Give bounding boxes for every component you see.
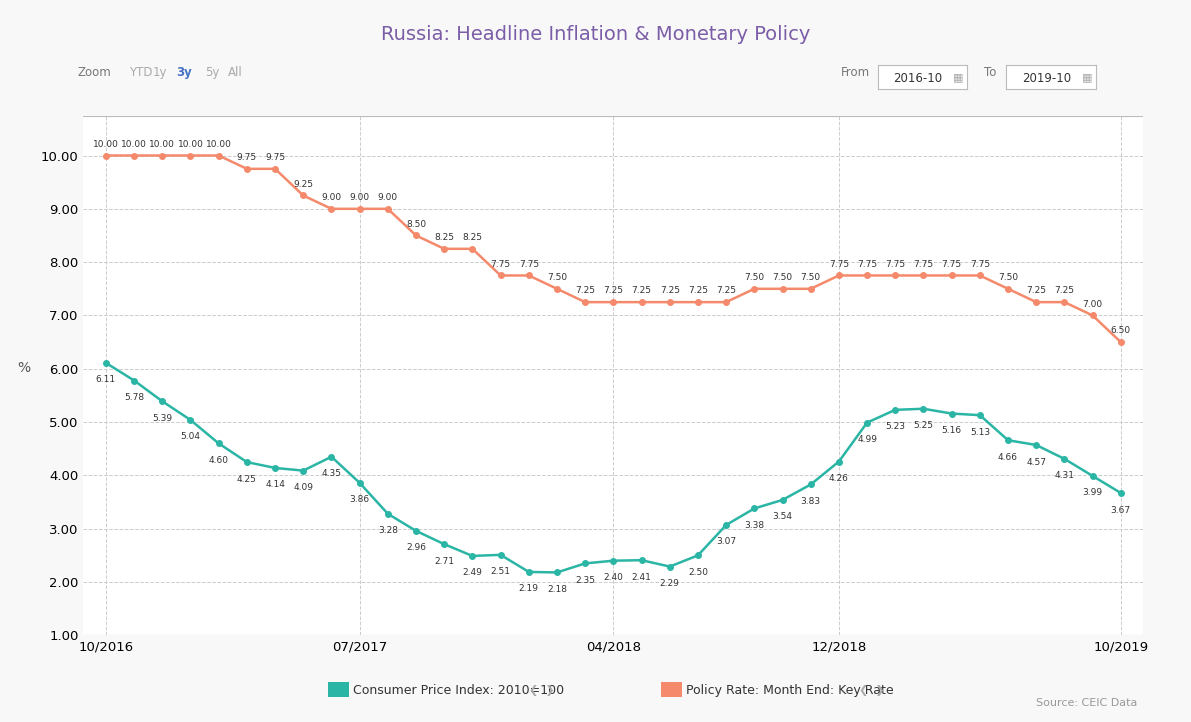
- Text: 3.86: 3.86: [350, 495, 369, 505]
- Text: 1y: 1y: [152, 66, 167, 79]
- Text: Zoom: Zoom: [77, 66, 111, 79]
- Text: 7.75: 7.75: [913, 259, 934, 269]
- Text: 10.00: 10.00: [121, 139, 146, 149]
- Text: 7.25: 7.25: [575, 286, 596, 295]
- Text: 6.11: 6.11: [95, 375, 116, 384]
- Text: 4.14: 4.14: [266, 480, 285, 490]
- Text: To: To: [984, 66, 996, 79]
- Text: 3.28: 3.28: [378, 526, 398, 535]
- Text: 5.04: 5.04: [181, 432, 200, 441]
- Text: 5.78: 5.78: [124, 393, 144, 402]
- Text: 7.25: 7.25: [1027, 286, 1046, 295]
- Text: 7.25: 7.25: [631, 286, 651, 295]
- Text: 2016-10: 2016-10: [893, 71, 942, 84]
- Text: 7.25: 7.25: [716, 286, 736, 295]
- Text: 7.25: 7.25: [604, 286, 623, 295]
- Text: 2.29: 2.29: [660, 579, 680, 588]
- Text: 2.35: 2.35: [575, 576, 596, 585]
- Text: 7.25: 7.25: [1054, 286, 1074, 295]
- Text: 7.75: 7.75: [491, 259, 511, 269]
- Text: 4.66: 4.66: [998, 453, 1018, 462]
- Text: 7.75: 7.75: [942, 259, 961, 269]
- Text: 7.25: 7.25: [660, 286, 680, 295]
- Text: 2.50: 2.50: [688, 568, 707, 577]
- Text: All: All: [227, 66, 242, 79]
- Text: 9.25: 9.25: [293, 180, 313, 188]
- Text: 4.99: 4.99: [858, 435, 877, 444]
- Text: 8.25: 8.25: [435, 233, 454, 242]
- Text: 7.50: 7.50: [773, 273, 792, 282]
- Text: 2.49: 2.49: [462, 568, 482, 578]
- Text: 7.75: 7.75: [829, 259, 849, 269]
- Text: 4.09: 4.09: [293, 483, 313, 492]
- Text: Consumer Price Index: 2010=100: Consumer Price Index: 2010=100: [353, 684, 563, 697]
- Text: 5.25: 5.25: [913, 421, 934, 430]
- Text: 9.75: 9.75: [237, 153, 257, 162]
- Text: 5.13: 5.13: [969, 427, 990, 437]
- Text: 9.00: 9.00: [350, 193, 369, 202]
- Text: 8.50: 8.50: [406, 219, 426, 229]
- Text: 7.75: 7.75: [969, 259, 990, 269]
- Text: 10.00: 10.00: [177, 139, 204, 149]
- Text: 4.60: 4.60: [208, 456, 229, 465]
- Text: 3y: 3y: [176, 66, 192, 79]
- Text: 7.75: 7.75: [519, 259, 538, 269]
- Text: 3.67: 3.67: [1111, 505, 1131, 515]
- Text: 7.50: 7.50: [744, 273, 765, 282]
- Text: 6.50: 6.50: [1111, 326, 1131, 335]
- Text: From: From: [841, 66, 869, 79]
- Text: 9.00: 9.00: [378, 193, 398, 202]
- Text: 9.00: 9.00: [322, 193, 342, 202]
- Text: 3.54: 3.54: [773, 513, 792, 521]
- Text: 7.25: 7.25: [688, 286, 707, 295]
- Text: YTD: YTD: [129, 66, 152, 79]
- Text: 8.25: 8.25: [462, 233, 482, 242]
- Text: 7.00: 7.00: [1083, 300, 1103, 308]
- Text: Policy Rate: Month End: Key Rate: Policy Rate: Month End: Key Rate: [686, 684, 893, 697]
- Text: 5y: 5y: [205, 66, 219, 79]
- Text: 4.26: 4.26: [829, 474, 849, 483]
- Text: 4.57: 4.57: [1027, 458, 1046, 466]
- Text: 10.00: 10.00: [206, 139, 231, 149]
- Text: 2019-10: 2019-10: [1022, 71, 1071, 84]
- Text: 10.00: 10.00: [149, 139, 175, 149]
- Text: 7.75: 7.75: [885, 259, 905, 269]
- Text: 2.19: 2.19: [519, 584, 538, 593]
- Text: ❮  ❯: ❮ ❯: [859, 684, 885, 696]
- Text: 4.31: 4.31: [1054, 471, 1074, 480]
- Text: 2.18: 2.18: [547, 585, 567, 594]
- Y-axis label: %: %: [18, 362, 31, 375]
- Text: 7.50: 7.50: [800, 273, 821, 282]
- Text: 3.38: 3.38: [744, 521, 765, 530]
- Text: 10.00: 10.00: [93, 139, 119, 149]
- Text: 7.50: 7.50: [998, 273, 1018, 282]
- Text: 2.51: 2.51: [491, 567, 511, 576]
- Text: ▦: ▦: [1081, 72, 1092, 82]
- Text: 5.16: 5.16: [942, 426, 961, 435]
- Text: 2.96: 2.96: [406, 544, 426, 552]
- Text: 9.75: 9.75: [266, 153, 285, 162]
- Text: 3.07: 3.07: [716, 537, 736, 547]
- Text: 3.83: 3.83: [800, 497, 821, 506]
- Text: 2.41: 2.41: [631, 573, 651, 582]
- Text: 4.25: 4.25: [237, 474, 257, 484]
- Text: 4.35: 4.35: [322, 469, 342, 478]
- Text: ▦: ▦: [953, 72, 964, 82]
- Text: 7.50: 7.50: [547, 273, 567, 282]
- Text: 2.71: 2.71: [435, 557, 454, 566]
- Text: 5.39: 5.39: [152, 414, 173, 423]
- Text: 3.99: 3.99: [1083, 489, 1103, 497]
- Text: Source: CEIC Data: Source: CEIC Data: [1036, 698, 1137, 708]
- Text: Russia: Headline Inflation & Monetary Policy: Russia: Headline Inflation & Monetary Po…: [381, 25, 810, 44]
- Text: 5.23: 5.23: [885, 422, 905, 431]
- Text: 7.75: 7.75: [858, 259, 877, 269]
- Text: 2.40: 2.40: [604, 573, 623, 582]
- Text: ❮  ❯: ❮ ❯: [529, 684, 555, 696]
